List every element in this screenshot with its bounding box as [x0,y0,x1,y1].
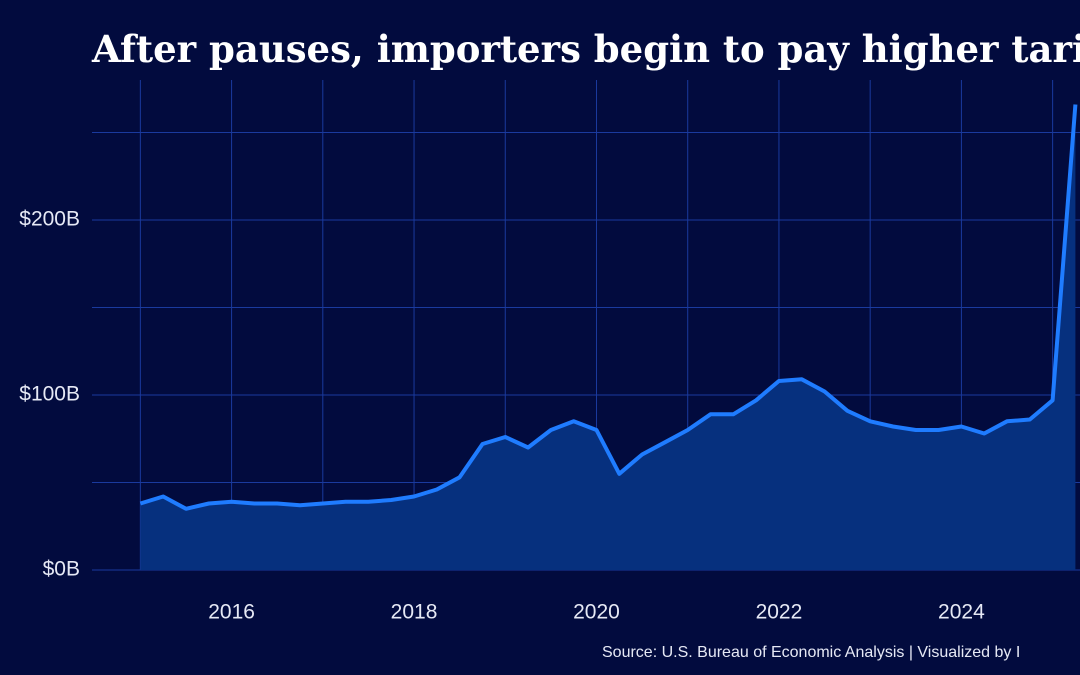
x-tick-label: 2016 [208,601,255,624]
area [140,104,1076,570]
y-tick-label: $100B [19,383,80,406]
x-tick-label: 2022 [756,601,803,624]
x-tick-label: 2018 [391,601,438,624]
y-tick-label: $0B [43,558,80,581]
chart-title: After pauses, importers begin to pay hig… [91,27,1080,71]
x-tick-label: 2024 [938,601,985,624]
line [139,104,1078,511]
source-note: Source: U.S. Bureau of Economic Analysis… [602,644,1020,661]
y-tick-label: $200B [19,208,80,231]
x-tick-label: 2020 [573,601,620,624]
